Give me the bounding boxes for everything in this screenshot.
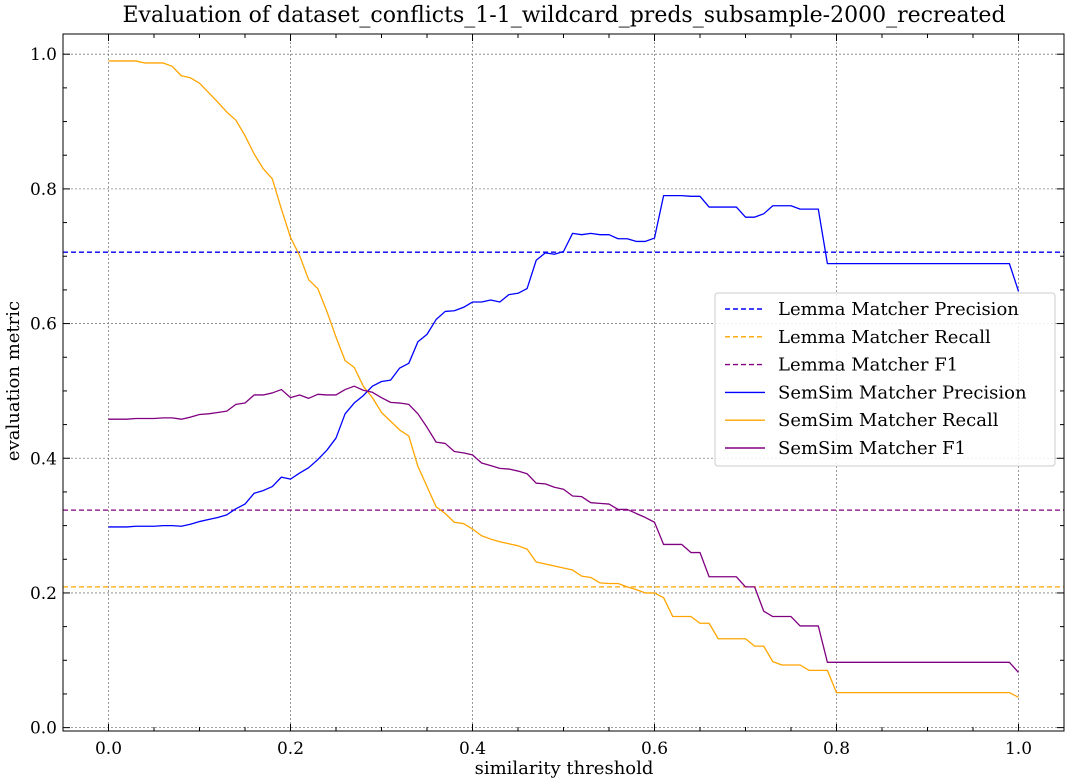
y-tick-label: 0.8 xyxy=(30,180,57,200)
x-axis-label: similarity threshold xyxy=(475,758,654,779)
y-axis-label: evaluation metric xyxy=(3,301,24,461)
semsim-matcher-precision-line xyxy=(108,194,1020,528)
y-tick-label: 0.6 xyxy=(30,315,57,335)
legend-label-lemma-matcher-precision: Lemma Matcher Precision xyxy=(778,299,1019,320)
legend-box xyxy=(714,292,1056,467)
x-tick-label: 1.0 xyxy=(1005,739,1032,759)
y-tick-label: 0.2 xyxy=(30,584,57,604)
legend: Lemma Matcher Precision Lemma Matcher Rec… xyxy=(714,292,1056,467)
semsim-matcher-f1-line xyxy=(108,385,1019,673)
x-tick-label: 0.0 xyxy=(95,739,122,759)
y-tick-label: 0.0 xyxy=(30,719,57,739)
x-tick-label: 0.6 xyxy=(641,739,668,759)
legend-label-semsim-matcher-recall: SemSim Matcher Recall xyxy=(778,410,999,431)
semsim-matcher-recall-line xyxy=(108,60,1019,698)
x-tick-label: 0.4 xyxy=(459,739,486,759)
legend-label-lemma-matcher-f1: Lemma Matcher F1 xyxy=(778,355,958,376)
legend-label-semsim-matcher-f1: SemSim Matcher F1 xyxy=(778,438,966,459)
series-lines xyxy=(63,60,1064,698)
y-tick-label: 0.4 xyxy=(30,449,57,469)
x-tick-label: 0.2 xyxy=(277,739,304,759)
x-tick-label: 0.8 xyxy=(823,739,850,759)
legend-label-semsim-matcher-precision: SemSim Matcher Precision xyxy=(778,382,1027,403)
legend-label-lemma-matcher-recall: Lemma Matcher Recall xyxy=(778,327,991,348)
axis-ticks: 0.0 0.2 0.4 0.6 0.8 1.0 0.0 0.2 0.4 0.6 0.8 1.0 xyxy=(30,34,1065,759)
chart-title: Evaluation of dataset_conflicts_1-1_wild… xyxy=(122,3,1005,28)
y-tick-label: 1.0 xyxy=(30,45,57,65)
